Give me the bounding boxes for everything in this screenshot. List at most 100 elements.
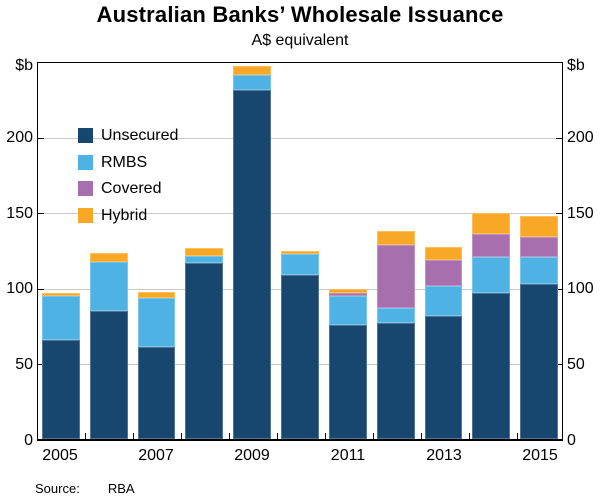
segment-hybrid-2005 [42, 293, 80, 297]
segment-rmbs-2008 [185, 255, 224, 264]
segment-unsecured-2012 [376, 323, 415, 439]
segment-rmbs-2007 [137, 297, 176, 348]
legend-label-rmbs: RMBS [101, 153, 148, 171]
segment-unsecured-2008 [185, 263, 224, 439]
segment-covered-2014 [472, 234, 511, 258]
segment-unsecured-2009 [233, 90, 272, 439]
segment-unsecured-2014 [472, 293, 511, 439]
segment-rmbs-2013 [424, 285, 463, 316]
segment-unsecured-2006 [89, 311, 128, 439]
x-tick-7 [373, 433, 374, 439]
bar-2013 [424, 63, 463, 439]
y-tick-right-150 [556, 213, 562, 215]
segment-hybrid-2013 [424, 246, 463, 261]
x-tick-label-2015: 2015 [522, 447, 558, 464]
x-tick-9 [469, 433, 470, 439]
x-label-spacer [377, 447, 415, 465]
y-tick-label-right-0: 0 [567, 432, 576, 449]
segment-hybrid-2010 [281, 251, 319, 255]
y-tick-label-left-0: 0 [24, 432, 33, 449]
bar-2010 [281, 63, 319, 439]
y-tick-label-right-100: 100 [567, 280, 594, 298]
segment-covered-2011 [328, 293, 367, 297]
chart-subtitle: A$ equivalent [251, 32, 349, 49]
x-tick-8 [421, 433, 422, 439]
gridline-200 [38, 138, 562, 140]
y-tick-left-100 [38, 288, 44, 290]
segment-rmbs-2011 [328, 296, 367, 325]
gridline-150 [38, 213, 562, 215]
bars-container [38, 63, 562, 439]
x-tick-3 [181, 433, 182, 439]
segment-rmbs-2014 [472, 257, 511, 294]
y-tick-right-200 [556, 138, 562, 140]
segment-rmbs-2015 [520, 257, 558, 285]
legend-swatch-covered [78, 181, 93, 197]
segment-hybrid-2009 [233, 66, 272, 76]
y-tick-label-left-150: 150 [6, 204, 33, 222]
x-tick-2 [133, 433, 134, 439]
y-tick-right-100 [556, 288, 562, 290]
legend-item-covered: Covered [78, 180, 178, 198]
x-label-spacer [281, 447, 319, 465]
chart-title: Australian Banks’ Wholesale Issuance [96, 2, 504, 27]
y-axis-unit-left: $b [15, 57, 33, 74]
segment-unsecured-2011 [328, 324, 367, 439]
y-tick-label-left-100: 100 [6, 280, 33, 298]
segment-covered-2013 [424, 260, 463, 286]
x-tick-6 [325, 433, 326, 439]
x-label-spacer [185, 447, 223, 465]
x-tick-5 [277, 433, 278, 439]
segment-hybrid-2008 [185, 248, 224, 256]
x-tick-label-2009: 2009 [234, 447, 270, 464]
bar-2014 [472, 63, 511, 439]
legend: Unsecured RMBS Covered Hybrid [78, 127, 178, 233]
bar-2012 [376, 63, 415, 439]
segment-rmbs-2010 [281, 254, 319, 276]
y-axis-unit-right: $b [567, 57, 585, 74]
x-tick-4 [229, 433, 230, 439]
segment-hybrid-2007 [137, 291, 176, 298]
segment-unsecured-2007 [137, 347, 176, 439]
x-tick-label-2005: 2005 [42, 447, 78, 464]
y-tick-label-right-150: 150 [567, 204, 594, 222]
bar-2007 [137, 63, 176, 439]
segment-unsecured-2005 [42, 339, 80, 439]
x-tick-1 [85, 433, 86, 439]
segment-hybrid-2015 [520, 216, 558, 238]
bar-2008 [185, 63, 224, 439]
segment-hybrid-2006 [89, 252, 128, 262]
bar-2006 [89, 63, 128, 439]
segment-hybrid-2012 [376, 231, 415, 246]
legend-item-rmbs: RMBS [78, 154, 178, 172]
segment-hybrid-2011 [328, 288, 367, 294]
segment-covered-2012 [376, 245, 415, 309]
legend-swatch-unsecured [78, 128, 93, 144]
x-label-spacer [89, 447, 127, 465]
y-tick-left-200 [38, 138, 44, 140]
legend-item-unsecured: Unsecured [78, 127, 178, 145]
segment-unsecured-2015 [520, 284, 558, 439]
segment-unsecured-2010 [281, 275, 319, 439]
segment-unsecured-2013 [424, 315, 463, 439]
x-tick-10 [517, 433, 518, 439]
y-tick-right-50 [556, 363, 562, 365]
legend-swatch-rmbs [78, 154, 93, 170]
segment-rmbs-2005 [42, 296, 80, 340]
segment-hybrid-2014 [472, 213, 511, 235]
source-value: RBA [107, 481, 135, 496]
x-tick-label-2007: 2007 [138, 447, 174, 464]
legend-item-hybrid: Hybrid [78, 207, 178, 225]
x-axis-labels: 2005 2007 2009 2011 2013 2015 [37, 447, 563, 465]
legend-label-hybrid: Hybrid [101, 206, 148, 224]
source-label: Source: [35, 481, 80, 496]
segment-rmbs-2012 [376, 308, 415, 324]
segment-covered-2015 [520, 237, 558, 258]
plot-area: Unsecured RMBS Covered Hybrid [37, 62, 563, 441]
segment-rmbs-2006 [89, 261, 128, 312]
bar-2015 [520, 63, 558, 439]
legend-swatch-hybrid [78, 208, 93, 224]
segment-rmbs-2009 [233, 75, 272, 91]
x-tick-label-2011: 2011 [330, 447, 366, 464]
